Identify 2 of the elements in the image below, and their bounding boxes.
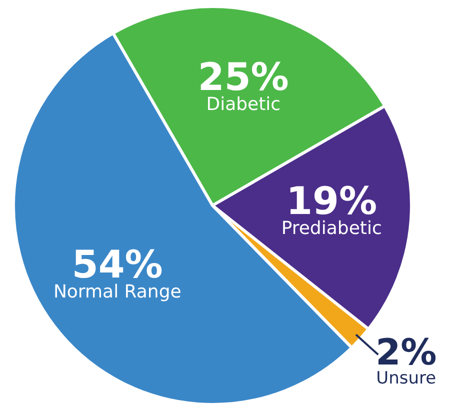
slice-label: Prediabetic — [281, 218, 382, 239]
slice-label: Unsure — [376, 368, 436, 389]
